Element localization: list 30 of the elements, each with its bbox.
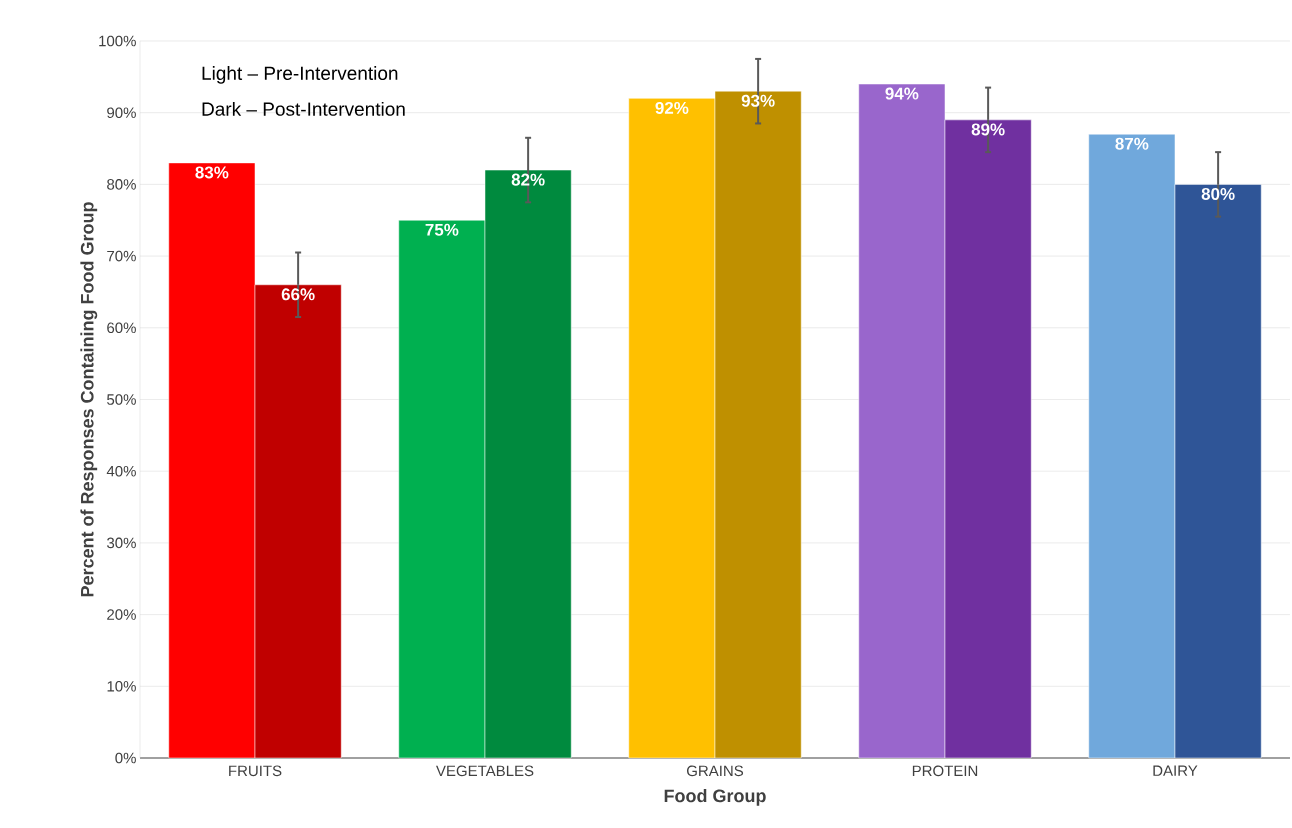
y-tick-label: 50%	[107, 394, 136, 405]
y-axis-title: Percent of Responses Containing Food Group	[80, 202, 98, 597]
y-tick-label: 100%	[99, 35, 136, 47]
annotation: Light – Pre-Intervention	[202, 66, 398, 84]
data-label: 66%	[281, 288, 315, 301]
y-tick-label: 60%	[107, 322, 136, 334]
x-tick-label: VEGETABLES	[436, 765, 534, 777]
data-label: 92%	[655, 101, 689, 114]
x-axis-title: Food Group	[664, 789, 766, 806]
y-tick-label: 70%	[107, 250, 136, 262]
annotation: Dark – Post-Intervention	[202, 101, 405, 116]
y-tick-label: 0%	[115, 752, 136, 764]
y-tick-label: 80%	[107, 179, 136, 190]
data-label: 80%	[1201, 187, 1235, 200]
data-label: 87%	[1115, 137, 1149, 150]
data-label: 89%	[971, 123, 1005, 136]
y-tick-label: 90%	[107, 107, 136, 118]
data-label: 82%	[511, 173, 545, 186]
data-label: 75%	[425, 223, 459, 236]
y-tick-label: 40%	[106, 465, 136, 477]
x-tick-label: FRUITS	[229, 765, 282, 777]
data-label: 94%	[885, 87, 919, 100]
data-label: 83%	[195, 166, 229, 179]
x-tick-label: DAIRY	[1153, 765, 1198, 776]
x-tick-label: GRAINS	[686, 765, 744, 777]
y-tick-label: 10%	[107, 680, 136, 692]
x-tick-label: PROTEIN	[912, 765, 978, 777]
data-label: 93%	[741, 94, 775, 107]
y-tick-label: 30%	[107, 537, 136, 549]
y-tick-label: 20%	[107, 609, 136, 620]
